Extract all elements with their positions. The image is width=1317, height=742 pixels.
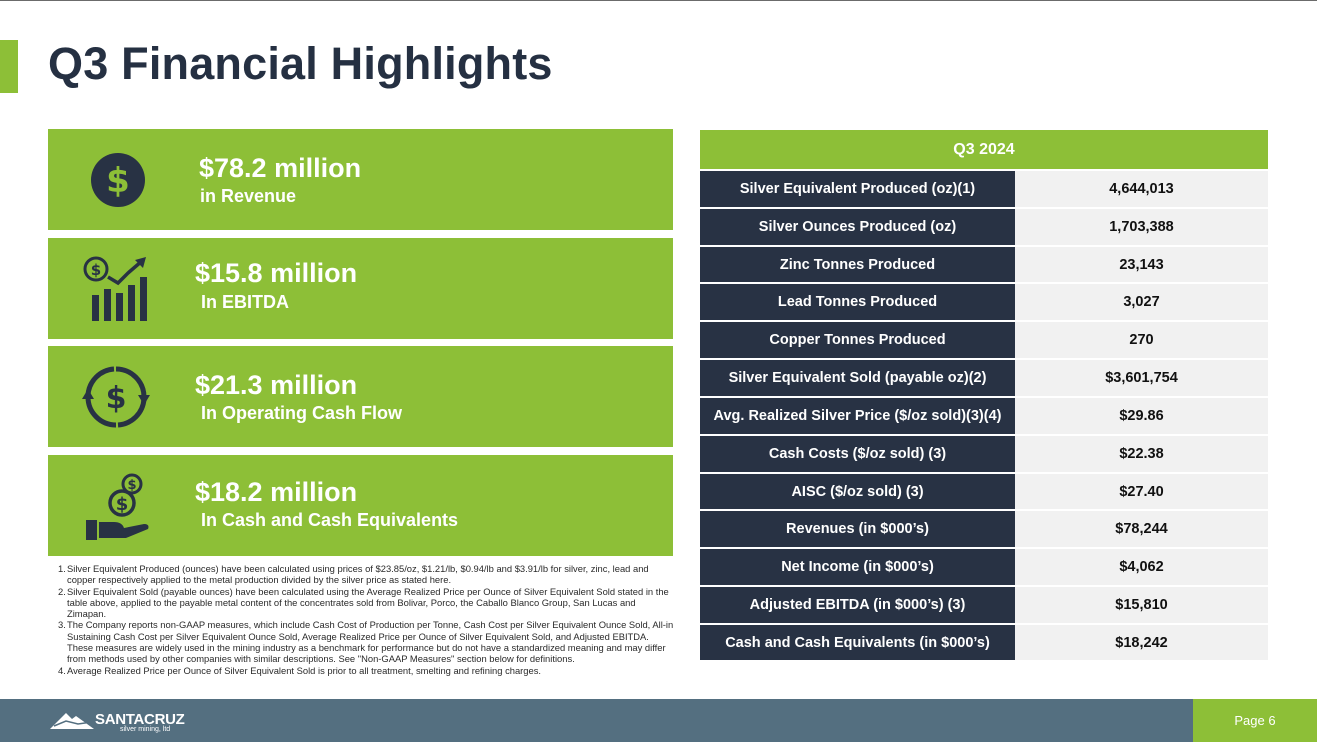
- page-title: Q3 Financial Highlights: [48, 38, 553, 89]
- svg-text:$: $: [116, 494, 129, 515]
- svg-text:$: $: [127, 478, 136, 493]
- table-row: Net Income (in $000’s) $4,062: [700, 547, 1268, 585]
- row-value: $15,810: [1015, 587, 1268, 623]
- top-rule: [0, 0, 1317, 1]
- card-amount: $78.2 million: [199, 153, 362, 183]
- metrics-table: Q3 2024 Silver Equivalent Produced (oz)(…: [700, 130, 1268, 660]
- row-label: Silver Equivalent Sold (payable oz)(2): [700, 360, 1015, 396]
- hand-money-icon: $ $: [86, 473, 149, 540]
- table-row: Zinc Tonnes Produced 23,143: [700, 245, 1268, 282]
- table-row: Copper Tonnes Produced 270: [700, 320, 1268, 358]
- footnote: 3. The Company reports non-GAAP measures…: [58, 619, 674, 665]
- card-caption: In EBITDA: [201, 292, 289, 312]
- row-value: 1,703,388: [1015, 209, 1268, 245]
- row-label: Revenues (in $000’s): [700, 511, 1015, 547]
- row-value: $3,601,754: [1015, 360, 1268, 396]
- growth-chart-icon: $: [83, 256, 147, 321]
- table-row: Silver Equivalent Sold (payable oz)(2) $…: [700, 358, 1268, 396]
- mountain-logo-icon: [50, 713, 94, 729]
- row-value: $29.86: [1015, 398, 1268, 434]
- row-label: Copper Tonnes Produced: [700, 322, 1015, 358]
- row-value: 270: [1015, 322, 1268, 358]
- title-accent-bar: [0, 40, 18, 93]
- row-label: Net Income (in $000’s): [700, 549, 1015, 585]
- card-caption: In Operating Cash Flow: [201, 403, 403, 423]
- row-value: 4,644,013: [1015, 171, 1268, 207]
- table-row: AISC ($/oz sold) (3) $27.40: [700, 472, 1268, 509]
- row-value: $4,062: [1015, 549, 1268, 585]
- row-value: $78,244: [1015, 511, 1268, 547]
- table-row: Silver Ounces Produced (oz) 1,703,388: [700, 207, 1268, 245]
- page-number: Page 6: [1193, 699, 1317, 742]
- dollar-circle-icon: $: [91, 152, 145, 207]
- row-label: Lead Tonnes Produced: [700, 284, 1015, 320]
- row-label: Silver Ounces Produced (oz): [700, 209, 1015, 245]
- card-cash-equivalents: $ $ $18.2 million In Cash and Cash Equiv…: [48, 455, 673, 556]
- cash-flow-cycle-icon: $: [82, 366, 150, 427]
- row-label: Silver Equivalent Produced (oz)(1): [700, 171, 1015, 207]
- row-label: Adjusted EBITDA (in $000’s) (3): [700, 587, 1015, 623]
- card-amount: $15.8 million: [195, 258, 358, 288]
- row-value: $22.38: [1015, 436, 1268, 472]
- row-value: $27.40: [1015, 474, 1268, 509]
- svg-text:$: $: [91, 261, 101, 279]
- row-value: 3,027: [1015, 284, 1268, 320]
- table-row: Silver Equivalent Produced (oz)(1) 4,644…: [700, 169, 1268, 207]
- table-row: Lead Tonnes Produced 3,027: [700, 282, 1268, 320]
- row-label: AISC ($/oz sold) (3): [700, 474, 1015, 509]
- svg-text:$: $: [106, 381, 127, 416]
- table-row: Revenues (in $000’s) $78,244: [700, 509, 1268, 547]
- row-label: Cash and Cash Equivalents (in $000’s): [700, 625, 1015, 660]
- card-caption: in Revenue: [200, 186, 297, 206]
- card-amount: $21.3 million: [195, 370, 358, 400]
- row-label: Avg. Realized Silver Price ($/oz sold)(3…: [700, 398, 1015, 434]
- footnotes: 1. Silver Equivalent Produced (ounces) h…: [58, 563, 674, 676]
- svg-text:$: $: [106, 161, 130, 201]
- row-label: Cash Costs ($/oz sold) (3): [700, 436, 1015, 472]
- row-label: Zinc Tonnes Produced: [700, 247, 1015, 282]
- card-ebitda: $ $15.8 million In EBITDA: [48, 238, 673, 339]
- table-row: Cash and Cash Equivalents (in $000’s) $1…: [700, 623, 1268, 660]
- table-header: Q3 2024: [700, 130, 1268, 169]
- table-row: Cash Costs ($/oz sold) (3) $22.38: [700, 434, 1268, 472]
- footnote: 1. Silver Equivalent Produced (ounces) h…: [58, 563, 649, 586]
- company-logo: SANTACRUZ silver mining, ltd: [50, 709, 190, 737]
- card-revenue: $ $78.2 million in Revenue: [48, 129, 673, 230]
- table-row: Avg. Realized Silver Price ($/oz sold)(3…: [700, 396, 1268, 434]
- footnote: 4. Average Realized Price per Ounce of S…: [58, 664, 542, 676]
- row-value: 23,143: [1015, 247, 1268, 282]
- logo-tagline: silver mining, ltd: [120, 726, 171, 733]
- card-operating-cash-flow: $ $21.3 million In Operating Cash Flow: [48, 346, 673, 447]
- footnote: 2. Silver Equivalent Sold (payable ounce…: [58, 585, 669, 620]
- row-value: $18,242: [1015, 625, 1268, 660]
- logo-brand: SANTACRUZ: [95, 711, 185, 728]
- table-row: Adjusted EBITDA (in $000’s) (3) $15,810: [700, 585, 1268, 623]
- card-caption: In Cash and Cash Equivalents: [201, 510, 459, 530]
- footer-bar: SANTACRUZ silver mining, ltd Page 6: [0, 699, 1317, 742]
- card-amount: $18.2 million: [195, 477, 358, 507]
